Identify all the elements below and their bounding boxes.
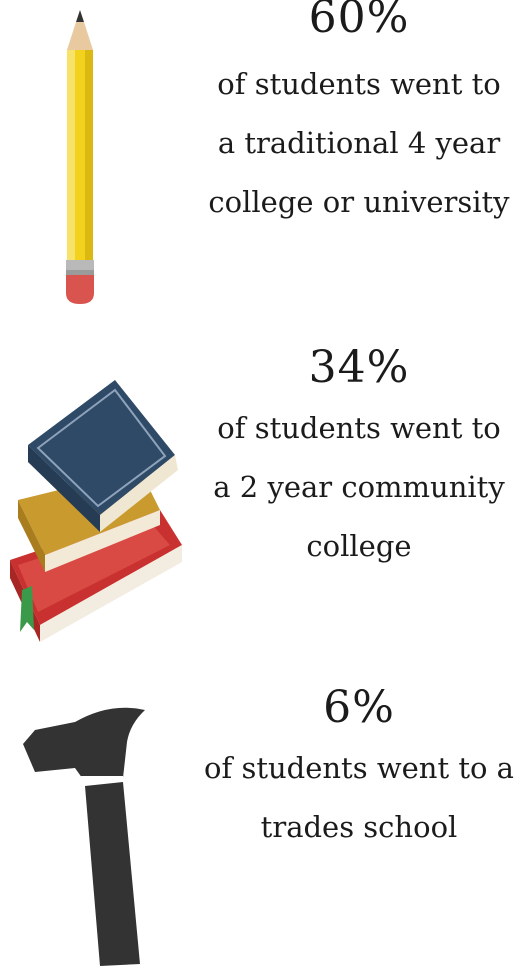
stat-block: 60% of students went to a traditional 4 … [200, 0, 518, 225]
stat-line: of students went to [217, 411, 501, 445]
stat-percent: 60% [308, 0, 410, 43]
stat-line: of students went to a [204, 751, 514, 785]
stat-percent: 34% [308, 342, 410, 393]
stat-section-four-year: 60% of students went to a traditional 4 … [0, 0, 523, 310]
stat-line: a 2 year community [213, 470, 505, 504]
books-icon [0, 360, 190, 645]
pencil-icon [55, 8, 105, 308]
hammer-icon [15, 682, 165, 972]
stat-section-two-year: 34% of students went to a 2 year communi… [0, 330, 523, 650]
stat-line: college or university [208, 185, 510, 219]
stat-section-trades: 6% of students went to a trades school [0, 670, 523, 970]
stat-percent: 6% [323, 682, 395, 733]
stat-line: trades school [260, 810, 458, 844]
stat-block: 6% of students went to a trades school [200, 684, 518, 850]
stat-block: 34% of students went to a 2 year communi… [200, 344, 518, 569]
stat-line: of students went to [217, 67, 501, 101]
stat-line: college [306, 529, 412, 563]
stat-line: a traditional 4 year [217, 126, 501, 160]
